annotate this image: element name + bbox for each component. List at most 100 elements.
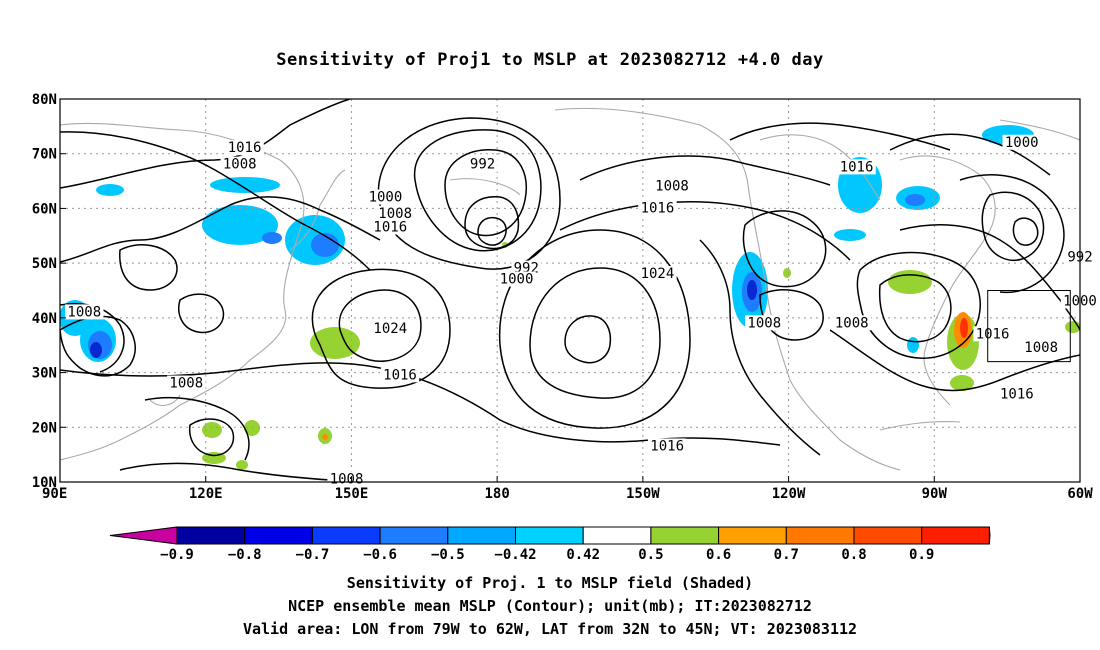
sensitivity-patch-5: [262, 232, 282, 244]
mslp-contour-30: [829, 329, 1080, 392]
mslp-contour-18: [119, 462, 331, 481]
lat-tick-label-5: 30N: [32, 366, 57, 382]
sensitivity-patch-20: [888, 270, 932, 294]
colorbar-high-arrow: [988, 526, 991, 545]
mslp-contour-17: [188, 418, 235, 457]
colorbar-segment-7: [650, 526, 720, 545]
sensitivity-patch-24: [960, 318, 968, 338]
mslp-contour-31: [889, 133, 1051, 176]
contour-label-0: 1016: [228, 140, 262, 156]
coastline-3: [554, 107, 901, 471]
mslp-contour-6: [464, 196, 520, 250]
colorbar-segment-11: [921, 526, 990, 545]
sensitivity-patch-29: [322, 434, 328, 440]
lat-tick-label-7: 10N: [32, 475, 57, 491]
mslp-contour-25: [959, 174, 1065, 294]
colorbar-segment-2: [311, 526, 381, 545]
coastline-4: [759, 134, 881, 201]
sensitivity-patch-0: [96, 184, 124, 196]
latitude-axis: 80N 70N 60N 50N 40N 30N 20N 10N: [32, 92, 66, 491]
mslp-contour-27: [1012, 217, 1039, 246]
mslp-contour-11: [529, 267, 661, 399]
contour-label-18: 1008: [747, 315, 781, 331]
colorbar-label-10: 0.8: [841, 547, 866, 563]
contour-label-11: 1024: [373, 321, 407, 337]
caption-line-2: NCEP ensemble mean MSLP (Contour); unit(…: [288, 597, 812, 615]
lat-tick-label-4: 40N: [32, 311, 57, 327]
colorbar-label-2: −0.7: [296, 547, 330, 563]
contour-label-bg-17: [837, 159, 876, 175]
contour-label-bg-12: [65, 304, 104, 320]
contour-label-bg-11: [371, 320, 410, 336]
colorbar-label-4: −0.5: [431, 547, 465, 563]
sensitivity-patch-32: [783, 268, 791, 278]
mslp-contour-21: [699, 239, 821, 456]
contour-label-25: 1016: [1000, 386, 1034, 402]
colorbar: [109, 526, 991, 545]
sensitivity-patch-16: [834, 229, 866, 241]
mslp-contour-7: [477, 216, 507, 246]
contour-label-17: 1016: [840, 159, 874, 175]
colorbar-label-11: 0.9: [909, 547, 934, 563]
lat-tick-label-2: 60N: [32, 201, 57, 217]
contour-label-bg-18: [745, 315, 784, 331]
lon-tick-label-0: 90E: [42, 486, 67, 502]
mslp-contour-22: [742, 210, 827, 288]
contour-label-14: 1016: [383, 367, 417, 383]
contour-label-24: 1008: [1024, 340, 1058, 356]
mslp-contour-5: [444, 149, 527, 237]
contour-label-bg-2: [467, 156, 498, 172]
mslp-contour-24: [729, 122, 951, 151]
mslp-contour-20: [559, 201, 851, 261]
mslp-contour-16: [144, 396, 250, 461]
contour-label-1: 1008: [223, 157, 257, 173]
coastline-0: [60, 122, 305, 461]
contour-label-bg-19: [832, 315, 871, 331]
colorbar-label-7: 0.5: [638, 547, 663, 563]
mslp-contour-28: [856, 251, 981, 359]
contour-label-bg-24: [1021, 339, 1061, 355]
colorbar-segment-8: [718, 526, 787, 545]
contour-label-9: 1016: [641, 200, 675, 216]
contour-label-bg-13: [167, 375, 206, 391]
colorbar-label-3: −0.6: [363, 547, 397, 563]
contour-label-5: 1016: [373, 220, 407, 236]
colorbar-label-8: 0.6: [706, 547, 731, 563]
colorbar-label-6: 0.42: [566, 547, 600, 563]
lat-tick-label-1: 70N: [32, 147, 57, 163]
contour-label-bg-1: [220, 156, 259, 172]
contour-label-bg-4: [375, 205, 415, 221]
coastline-7: [879, 421, 961, 431]
mslp-contour-29: [878, 274, 952, 343]
contour-label-bg-9: [638, 200, 677, 216]
contour-label-10: 1024: [641, 266, 675, 282]
colorbar-segment-9: [785, 526, 855, 545]
mslp-contour-10: [498, 229, 691, 429]
lat-tick-label-3: 50N: [32, 256, 57, 272]
mslp-contour-33: [119, 244, 178, 291]
contour-label-15: 1016: [650, 438, 684, 454]
mslp-contour-26: [981, 191, 1045, 261]
colorbar-segment-6: [582, 526, 652, 545]
colorbar-label-0: −0.9: [160, 547, 194, 563]
sensitivity-patch-15: [905, 194, 925, 206]
mslp-contour-8: [311, 268, 451, 389]
mslp-contour-0: [60, 131, 371, 271]
contour-label-7: 1000: [500, 272, 534, 288]
mslp-contour-9: [338, 289, 422, 362]
colorbar-low-arrow: [109, 526, 178, 545]
coastline-6: [999, 119, 1080, 141]
map-frame: [59, 98, 1081, 483]
mslp-contour-2: [60, 196, 381, 263]
lon-tick-label-5: 120W: [772, 486, 806, 502]
lon-tick-label-4: 150W: [626, 486, 660, 502]
contour-label-8: 1008: [655, 179, 689, 195]
lon-tick-label-6: 90W: [922, 486, 948, 502]
colorbar-segment-5: [515, 526, 584, 545]
sensitivity-patch-18: [907, 337, 919, 353]
sensitivity-patch-19: [310, 327, 360, 359]
contour-label-bg-20: [1002, 134, 1041, 150]
contour-label-bg-8: [652, 178, 692, 194]
